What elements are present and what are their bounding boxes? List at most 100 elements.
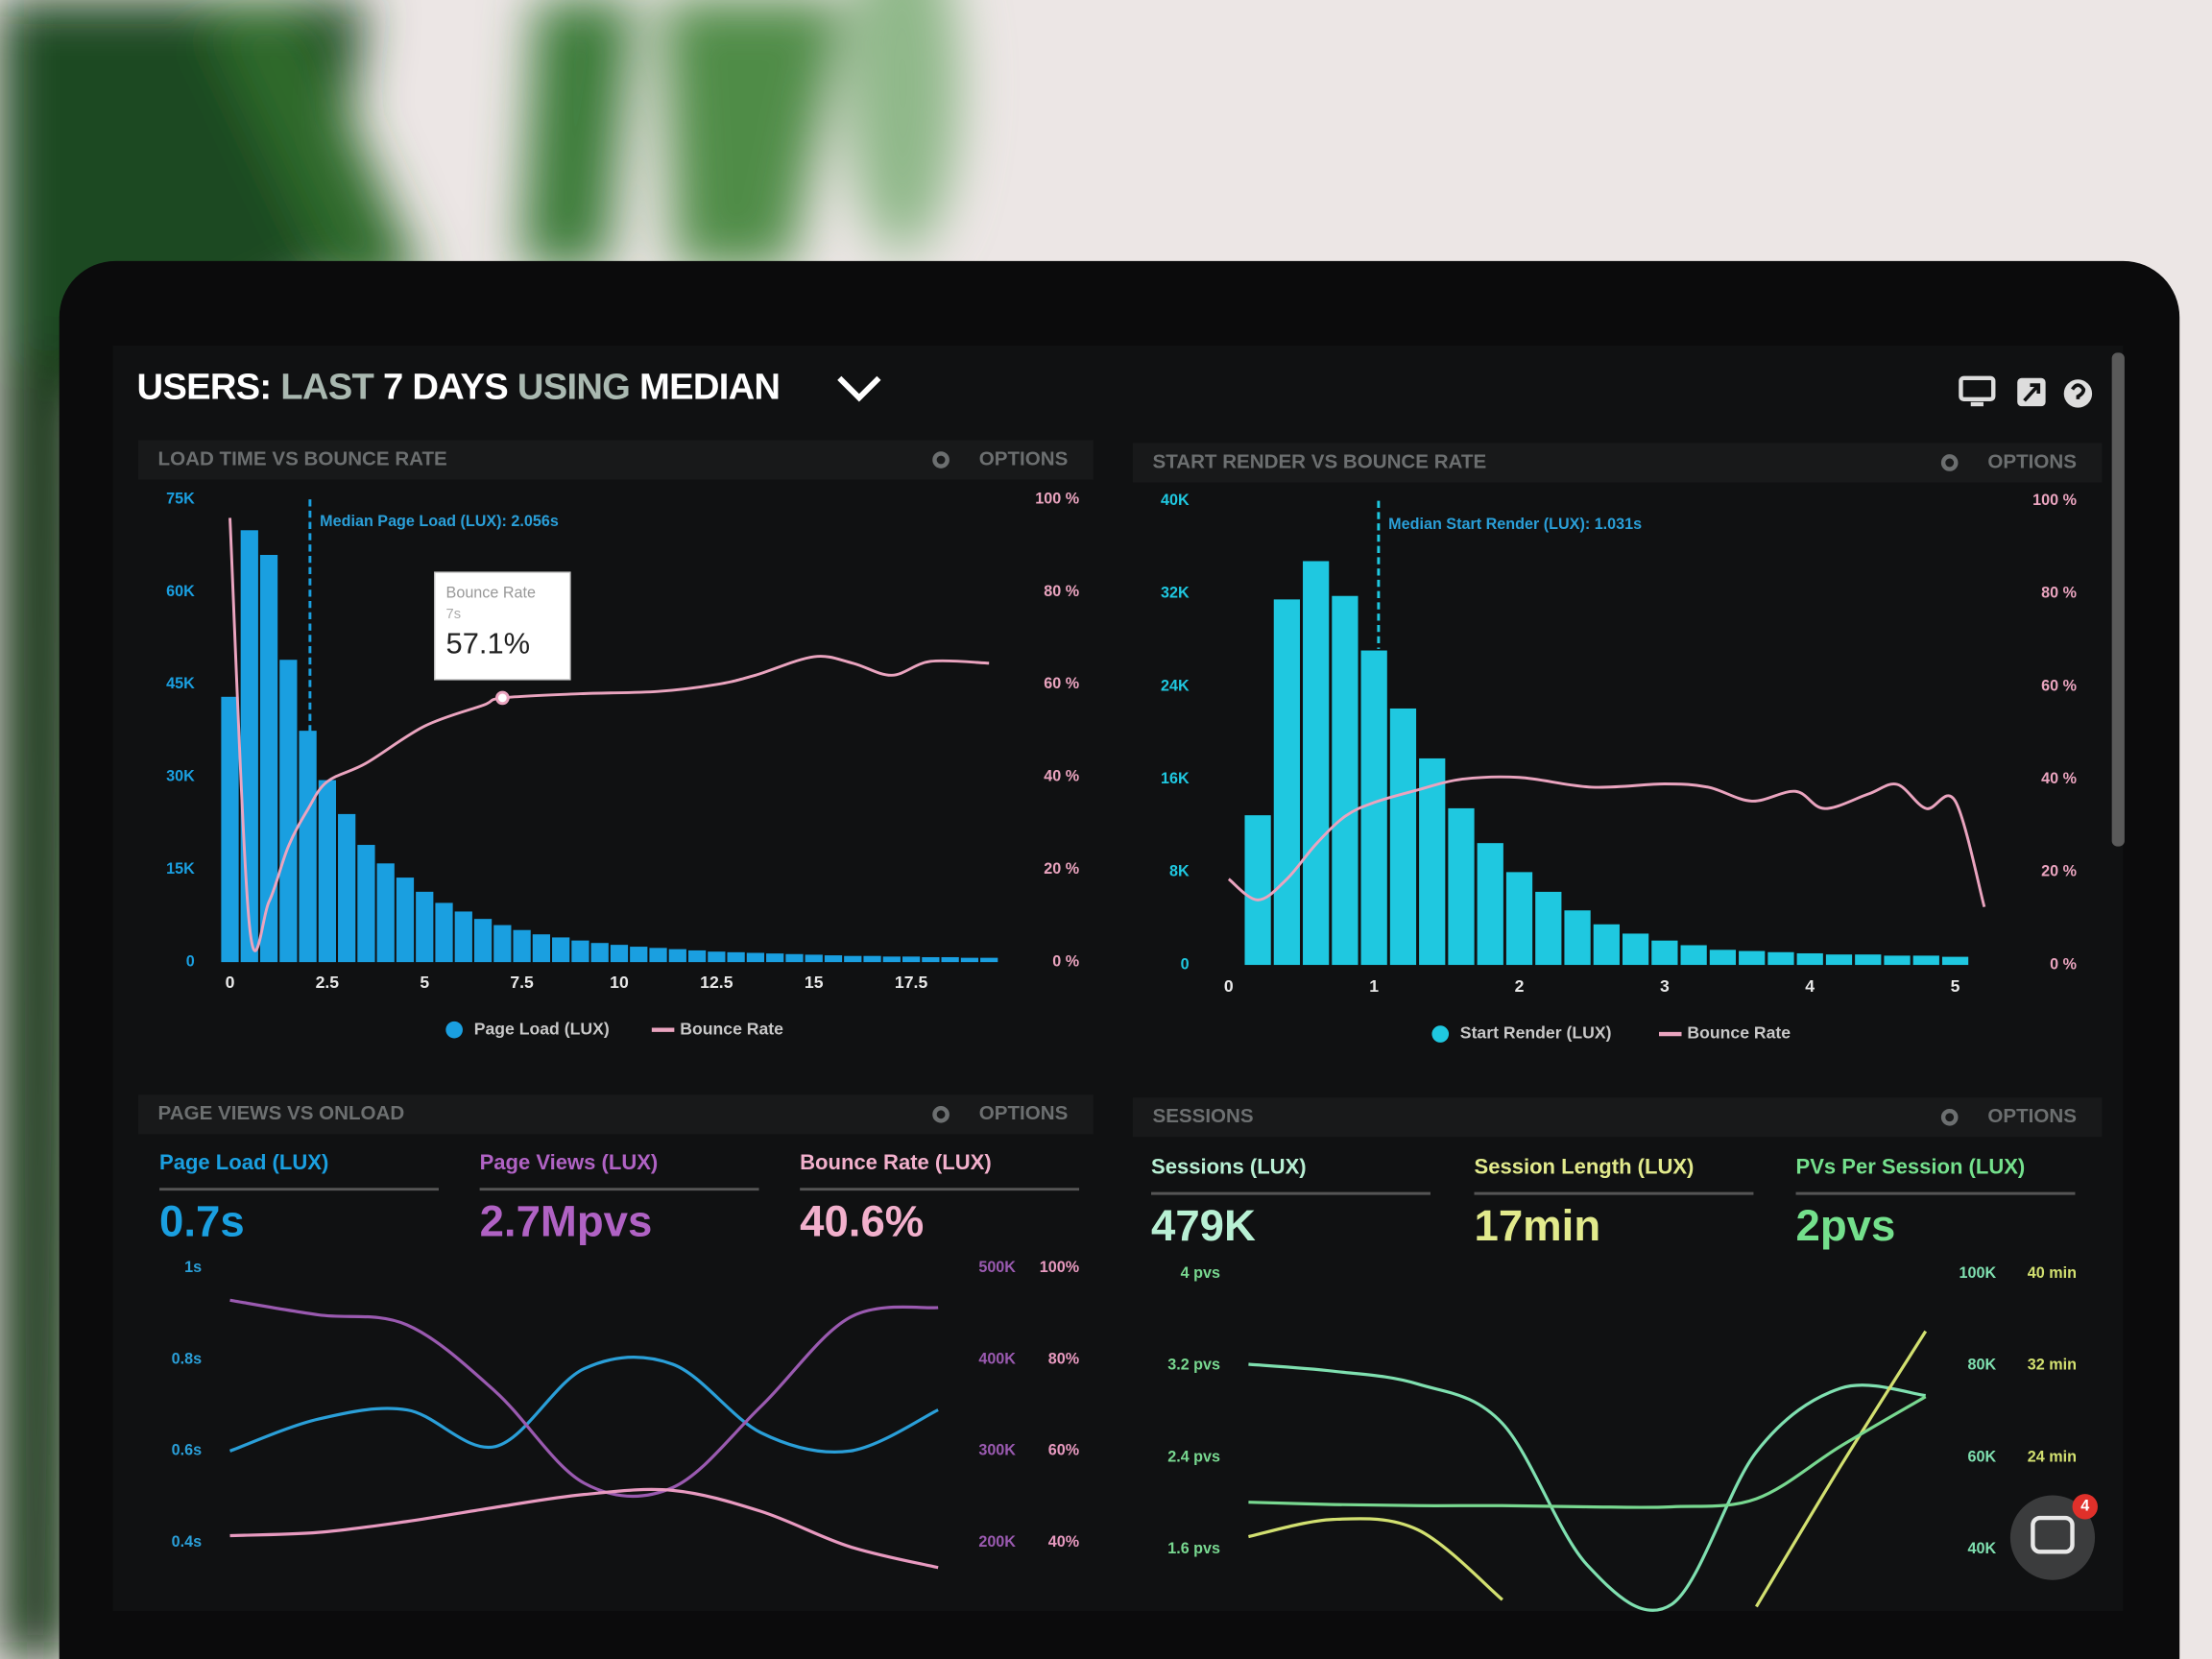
title-part: LAST [280, 367, 373, 408]
y-tick-label: 40% [1048, 1533, 1079, 1551]
metric-value: 479K [1151, 1201, 1256, 1250]
scrollbar[interactable] [2111, 352, 2125, 847]
y-tick-label: 0 % [2050, 955, 2077, 973]
median-label: Median Page Load (LUX): 2.056s [320, 513, 559, 530]
y-tick-label: 100% [1040, 1259, 1079, 1276]
y-tick-label: 30K [166, 768, 195, 785]
histogram-bar [1855, 954, 1882, 966]
options-button[interactable]: OPTIONS [979, 447, 1069, 469]
histogram-bar [922, 956, 940, 963]
y-tick-label: 15K [166, 860, 195, 878]
metric-label: Sessions (LUX) [1151, 1154, 1307, 1178]
histogram-bar [805, 954, 823, 963]
histogram-bar [1912, 955, 1939, 966]
options-button[interactable]: OPTIONS [1987, 1105, 2077, 1127]
y-tick-label: 40K [1968, 1540, 1997, 1557]
histogram-bar [785, 953, 804, 963]
histogram-bar [1360, 650, 1387, 966]
histogram-bar [357, 845, 375, 963]
y-tick-label: 60 % [1044, 675, 1079, 692]
histogram-bar [318, 780, 337, 963]
histogram-bar [240, 530, 258, 963]
histogram-bar [1739, 950, 1766, 966]
dashboard-title[interactable]: USERS: LAST 7 DAYS USING MEDIAN [137, 367, 781, 408]
monitor-stand [1970, 401, 1984, 407]
metric-value: 2pvs [1796, 1201, 1896, 1250]
x-tick-label: 4 [1805, 976, 1815, 996]
y-tick-label: 2.4 pvs [1167, 1448, 1220, 1465]
options-button[interactable]: OPTIONS [1987, 450, 2077, 472]
y-tick-label: 40 % [2041, 770, 2077, 787]
histogram-bar [416, 891, 434, 963]
histogram-bar [513, 929, 531, 963]
histogram-bar [473, 919, 493, 963]
y-tick-label: 1s [184, 1259, 202, 1276]
metric-line [229, 1487, 939, 1570]
y-tick-label: 0 [186, 952, 195, 970]
chat-button[interactable] [2009, 1495, 2096, 1580]
histogram-bar [1680, 945, 1707, 966]
y-tick-label: 400K [978, 1350, 1016, 1367]
bounce-line [1227, 775, 1986, 908]
y-tick-label: 16K [1161, 770, 1190, 787]
median-label: Median Start Render (LUX): 1.031s [1388, 516, 1642, 533]
histogram-bar [1419, 757, 1446, 966]
tooltip [434, 571, 571, 681]
x-tick-label: 2.5 [316, 973, 340, 992]
histogram-bar [902, 956, 921, 963]
histogram-bar [1477, 843, 1503, 966]
histogram-bar [1825, 954, 1853, 966]
y-tick-label: 200K [978, 1533, 1016, 1551]
histogram-bar [1622, 933, 1649, 966]
metric-value: 40.6% [800, 1196, 924, 1245]
histogram-bar [844, 955, 862, 963]
histogram-bar [1505, 872, 1533, 966]
histogram-bar [746, 952, 765, 963]
panel-title: START RENDER VS BOUNCE RATE [1152, 450, 1486, 472]
dropdown-chevron[interactable] [837, 375, 881, 402]
title-part: MEDIAN [639, 367, 780, 408]
x-tick-label: 3 [1660, 976, 1670, 996]
histogram-bar [1332, 595, 1358, 966]
help-icon[interactable] [2063, 379, 2093, 408]
help-mark [2071, 383, 2086, 399]
y-tick-label: 8K [1169, 863, 1190, 880]
histogram-bar [610, 945, 629, 963]
y-tick-label: 4 pvs [1181, 1264, 1220, 1282]
metric-line [1248, 1395, 1927, 1509]
panel-header [1132, 1097, 2103, 1138]
histogram-bar [376, 863, 395, 963]
y-tick-label: 1.6 pvs [1167, 1540, 1220, 1557]
options-gear [932, 1106, 950, 1123]
tooltip-point [494, 690, 510, 706]
histogram-bar [960, 957, 979, 963]
x-tick-label: 2 [1515, 976, 1525, 996]
chat-badge-count: 4 [2080, 1498, 2089, 1515]
histogram-bar [727, 951, 745, 963]
metric-line [1248, 1362, 1926, 1612]
histogram-bar [1767, 951, 1794, 966]
metric-value: 2.7Mpvs [480, 1196, 653, 1245]
histogram-bar [863, 955, 881, 963]
legend-dot [445, 1021, 463, 1039]
panel-header [1132, 443, 2103, 483]
y-tick-label: 20 % [1044, 860, 1079, 878]
tooltip-title: Bounce Rate [446, 584, 536, 601]
y-tick-label: 20 % [2041, 863, 2077, 880]
metric-label: Session Length (LUX) [1475, 1154, 1695, 1178]
x-tick-label: 15 [805, 973, 824, 992]
y-tick-label: 40K [1161, 492, 1190, 509]
title-part: USING [517, 367, 630, 408]
y-tick-label: 500K [978, 1259, 1016, 1276]
x-tick-label: 7.5 [510, 973, 534, 992]
y-tick-label: 3.2 pvs [1167, 1357, 1220, 1374]
histogram-bar [590, 943, 609, 963]
monitor-icon[interactable] [1959, 375, 1996, 402]
y-tick-label: 60% [1048, 1442, 1079, 1459]
legend-label: Start Render (LUX) [1460, 1023, 1612, 1043]
histogram-bar [1535, 891, 1562, 966]
histogram-bar [552, 937, 570, 963]
options-button[interactable]: OPTIONS [979, 1102, 1069, 1124]
chat-widget[interactable]: 4 [2009, 1494, 2098, 1580]
